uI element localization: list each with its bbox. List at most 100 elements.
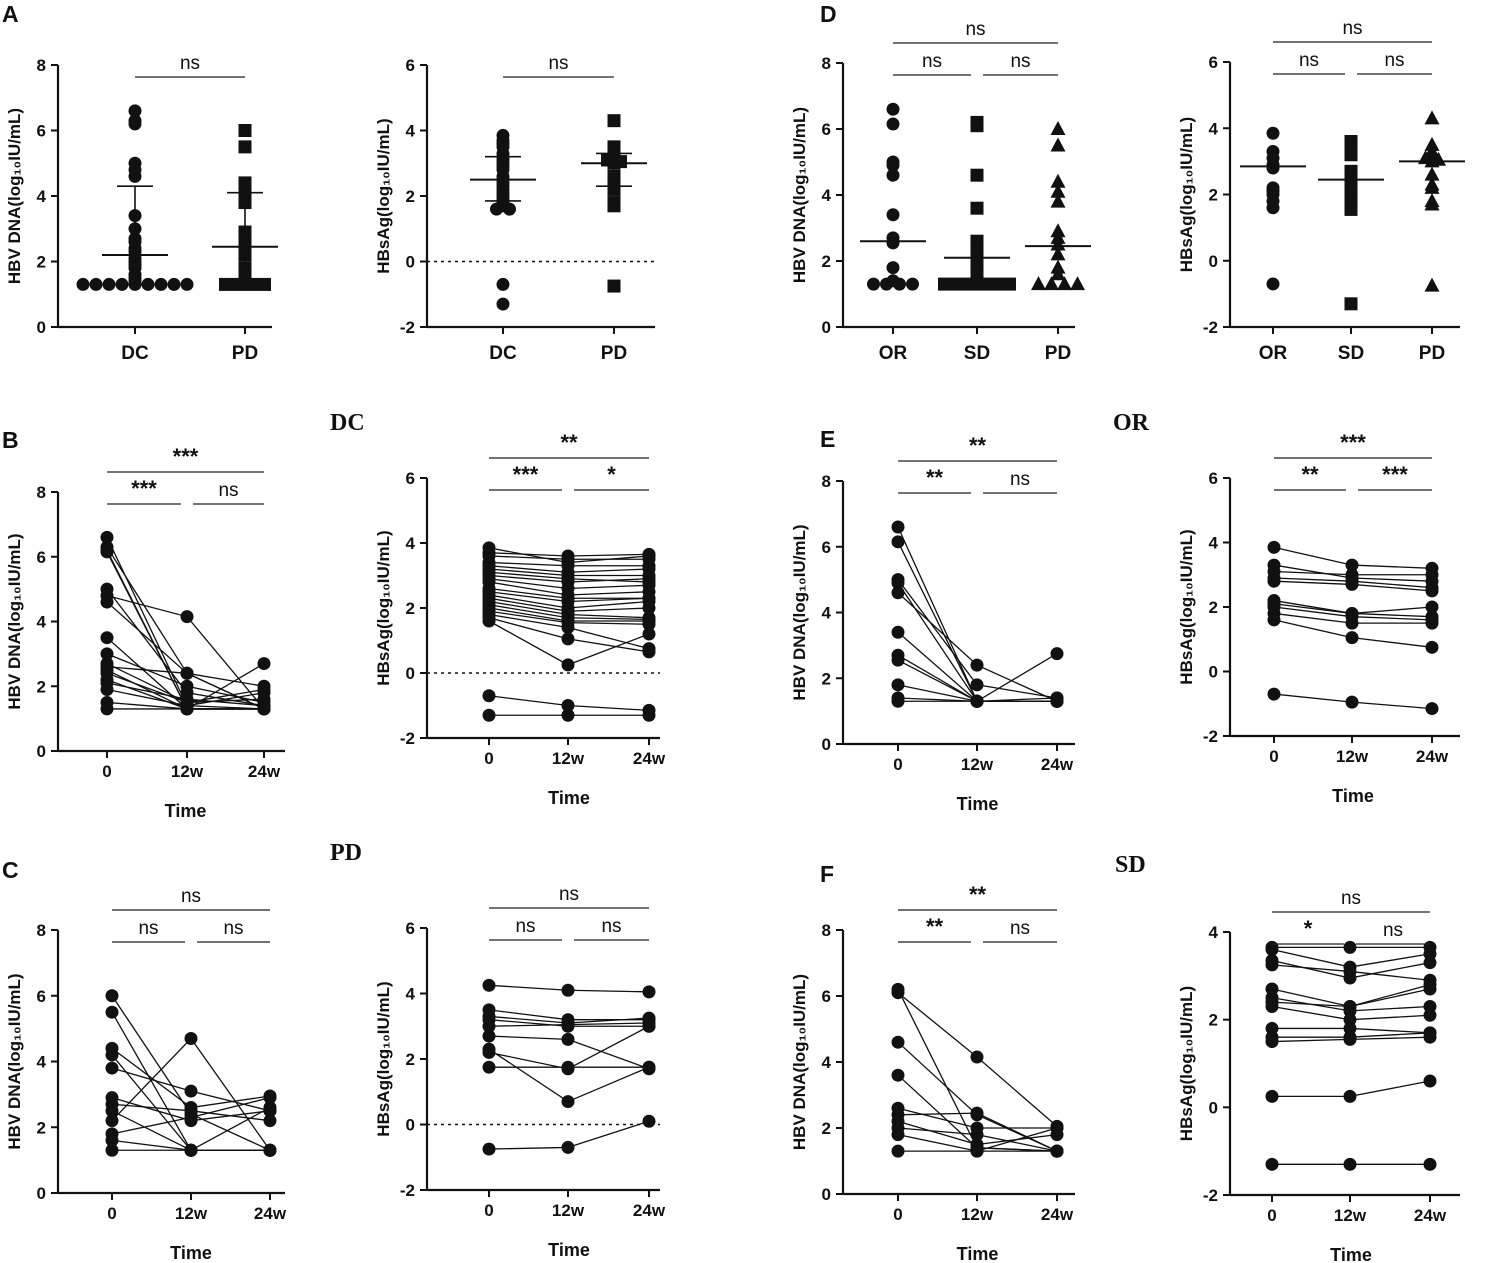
- data-point: [1070, 276, 1085, 291]
- y-tick-label: 0: [822, 735, 831, 754]
- significance-label: ns: [1341, 888, 1361, 909]
- panel-label-d: D: [820, 1, 837, 27]
- significance-label: ns: [515, 916, 535, 937]
- y-tick-label: 8: [37, 483, 46, 502]
- significance-label: *: [1304, 916, 1313, 941]
- data-point: [867, 277, 880, 291]
- data-point: [1267, 540, 1281, 554]
- x-tick-label: 0: [893, 1205, 902, 1224]
- y-tick-label: 0: [1209, 1098, 1218, 1117]
- data-point: [503, 202, 516, 216]
- data-point: [482, 978, 496, 992]
- x-tick-label: OR: [879, 343, 908, 364]
- y-axis-label: HBV DNA(log₁₀IU/mL): [5, 533, 24, 709]
- y-tick-label: 6: [37, 122, 46, 141]
- data-point: [1344, 184, 1358, 198]
- x-tick-label: 12w: [961, 755, 994, 774]
- significance-label: ***: [131, 476, 157, 501]
- data-point: [561, 632, 575, 646]
- data-point: [891, 576, 905, 590]
- data-point: [100, 595, 114, 609]
- data-point: [642, 617, 656, 631]
- significance-label: ns: [1342, 18, 1362, 39]
- x-axis-title: Time: [170, 1243, 212, 1263]
- data-point: [100, 545, 114, 559]
- data-point: [970, 201, 984, 215]
- data-point: [1343, 1000, 1357, 1014]
- x-axis-title: Time: [548, 1240, 590, 1260]
- data-point: [1343, 1032, 1357, 1046]
- data-point: [970, 168, 984, 182]
- data-point: [100, 682, 114, 696]
- data-point: [964, 277, 977, 291]
- x-tick-label: 24w: [248, 762, 281, 781]
- x-tick-label: 12w: [961, 1205, 994, 1224]
- data-point: [105, 1143, 119, 1157]
- data-point: [886, 102, 900, 116]
- x-tick-label: DC: [489, 343, 517, 364]
- data-point: [180, 679, 194, 693]
- y-tick-label: 2: [822, 669, 831, 688]
- data-point: [1050, 694, 1064, 708]
- y-axis-label: HBV DNA(log₁₀IU/mL): [790, 107, 809, 283]
- data-point: [1344, 202, 1358, 216]
- x-axis-title: Time: [548, 788, 590, 808]
- y-tick-label: 2: [822, 252, 831, 271]
- data-point: [1050, 193, 1066, 208]
- data-point: [154, 277, 168, 291]
- data-point: [105, 1005, 119, 1019]
- data-point: [482, 614, 496, 628]
- chart-e1: E 0 2 4 6 8 HBV DNA(log₁₀IU/mL) 0 12w 24w Time ** **…: [790, 426, 1075, 814]
- data-point: [607, 279, 621, 293]
- x-tick-label: PD: [232, 343, 258, 364]
- panel-label-c: C: [2, 857, 19, 883]
- data-point: [257, 686, 271, 700]
- panel-label-a: A: [2, 1, 19, 27]
- chart-d2: -2 0 2 4 6 HBsAg(log₁₀IU/mL) OR SD PD ns ns ns: [1177, 18, 1465, 364]
- subject-line: [111, 1047, 271, 1109]
- data-point: [496, 297, 510, 311]
- data-point: [561, 621, 575, 634]
- significance-label: ns: [218, 480, 238, 501]
- data-point: [482, 1019, 496, 1033]
- data-point: [561, 1062, 575, 1076]
- data-point: [1344, 297, 1358, 311]
- data-point: [100, 631, 114, 645]
- x-axis-title: Time: [957, 1244, 999, 1263]
- y-tick-label: 4: [406, 985, 416, 1004]
- data-point: [263, 1104, 277, 1118]
- significance-label: **: [560, 430, 578, 455]
- y-tick-label: 0: [1209, 663, 1218, 682]
- x-axis-title: Time: [957, 794, 999, 814]
- data-point: [891, 694, 905, 708]
- y-tick-label: 6: [822, 987, 831, 1006]
- chart-b1: B 0 2 4 6 8 HBV DNA(log₁₀IU/mL) 0 12w 24w Time *** *…: [2, 427, 285, 821]
- x-tick-label: 24w: [1041, 755, 1074, 774]
- x-tick-label: 24w: [633, 749, 666, 768]
- y-tick-label: 8: [822, 472, 831, 491]
- panel-label-f: F: [820, 861, 834, 887]
- group-title-dc: DC: [330, 410, 365, 436]
- data-point: [105, 1104, 119, 1118]
- data-point: [938, 277, 951, 291]
- y-tick-label: 4: [1209, 119, 1219, 138]
- data-point: [1345, 558, 1359, 572]
- data-point: [105, 1114, 119, 1128]
- data-point: [642, 1019, 656, 1033]
- significance-label: ns: [1384, 50, 1404, 71]
- y-tick-label: 2: [406, 599, 415, 618]
- x-tick-label: 12w: [171, 762, 204, 781]
- y-tick-label: 8: [822, 921, 831, 940]
- data-point: [1343, 940, 1357, 954]
- significance-label: ns: [559, 884, 579, 905]
- data-point: [180, 277, 194, 291]
- chart-a2: -2 0 2 4 6 HBsAg(log₁₀IU/mL) DC PD ns: [374, 53, 655, 364]
- data-point: [1050, 137, 1066, 152]
- y-tick-label: 2: [1209, 598, 1218, 617]
- chart-d1: D 0 2 4 6 8 HBV DNA(log₁₀IU/mL) OR SD PD ns ns ns: [790, 1, 1091, 364]
- data-point: [1425, 584, 1439, 598]
- y-tick-label: 0: [406, 664, 415, 683]
- y-tick-label: 6: [406, 919, 415, 938]
- data-point: [1050, 266, 1066, 281]
